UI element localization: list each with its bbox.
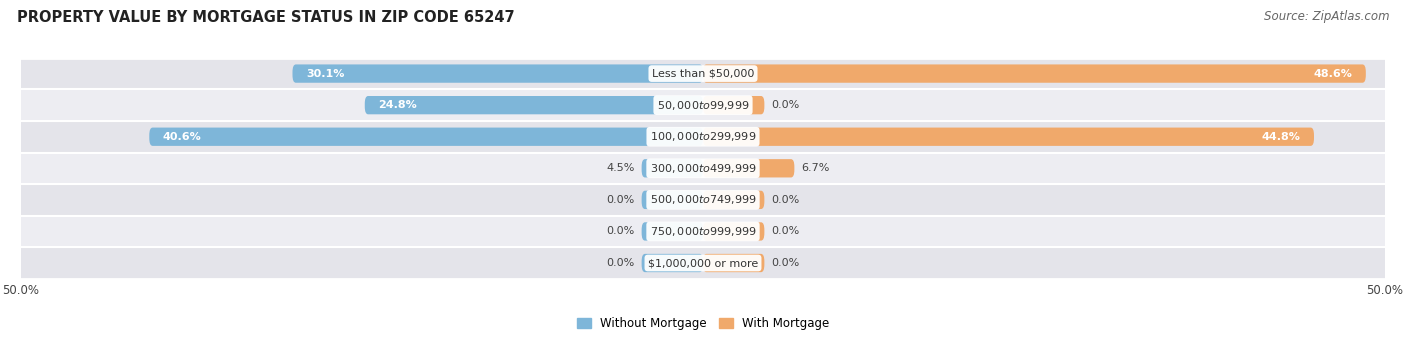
FancyBboxPatch shape <box>703 159 794 177</box>
Text: 48.6%: 48.6% <box>1313 69 1353 79</box>
FancyBboxPatch shape <box>703 254 765 272</box>
Legend: Without Mortgage, With Mortgage: Without Mortgage, With Mortgage <box>572 312 834 335</box>
FancyBboxPatch shape <box>703 96 765 114</box>
FancyBboxPatch shape <box>641 254 703 272</box>
Text: $750,000 to $999,999: $750,000 to $999,999 <box>650 225 756 238</box>
Text: 0.0%: 0.0% <box>606 258 636 268</box>
FancyBboxPatch shape <box>703 128 1315 146</box>
Bar <box>21 216 1385 247</box>
Text: 0.0%: 0.0% <box>772 195 800 205</box>
Text: 0.0%: 0.0% <box>772 258 800 268</box>
Text: 4.5%: 4.5% <box>606 163 636 173</box>
Text: 0.0%: 0.0% <box>772 100 800 110</box>
Bar <box>21 89 1385 121</box>
FancyBboxPatch shape <box>703 222 765 241</box>
Text: PROPERTY VALUE BY MORTGAGE STATUS IN ZIP CODE 65247: PROPERTY VALUE BY MORTGAGE STATUS IN ZIP… <box>17 10 515 25</box>
FancyBboxPatch shape <box>292 65 703 83</box>
Text: $500,000 to $749,999: $500,000 to $749,999 <box>650 193 756 206</box>
Text: 0.0%: 0.0% <box>606 195 636 205</box>
Text: 40.6%: 40.6% <box>163 132 201 142</box>
Text: 24.8%: 24.8% <box>378 100 418 110</box>
Bar <box>21 247 1385 279</box>
FancyBboxPatch shape <box>703 65 1365 83</box>
Text: 44.8%: 44.8% <box>1261 132 1301 142</box>
Text: $300,000 to $499,999: $300,000 to $499,999 <box>650 162 756 175</box>
FancyBboxPatch shape <box>641 222 703 241</box>
Text: 0.0%: 0.0% <box>606 226 636 236</box>
FancyBboxPatch shape <box>149 128 703 146</box>
Text: 30.1%: 30.1% <box>307 69 344 79</box>
FancyBboxPatch shape <box>641 159 703 177</box>
FancyBboxPatch shape <box>641 191 703 209</box>
Bar <box>21 153 1385 184</box>
Text: Source: ZipAtlas.com: Source: ZipAtlas.com <box>1264 10 1389 23</box>
Text: $100,000 to $299,999: $100,000 to $299,999 <box>650 130 756 143</box>
FancyBboxPatch shape <box>703 191 765 209</box>
Text: $50,000 to $99,999: $50,000 to $99,999 <box>657 99 749 112</box>
Bar <box>21 121 1385 153</box>
Text: 6.7%: 6.7% <box>801 163 830 173</box>
Text: 0.0%: 0.0% <box>772 226 800 236</box>
Text: Less than $50,000: Less than $50,000 <box>652 69 754 79</box>
Text: $1,000,000 or more: $1,000,000 or more <box>648 258 758 268</box>
Bar <box>21 184 1385 216</box>
FancyBboxPatch shape <box>364 96 703 114</box>
Bar <box>21 58 1385 89</box>
